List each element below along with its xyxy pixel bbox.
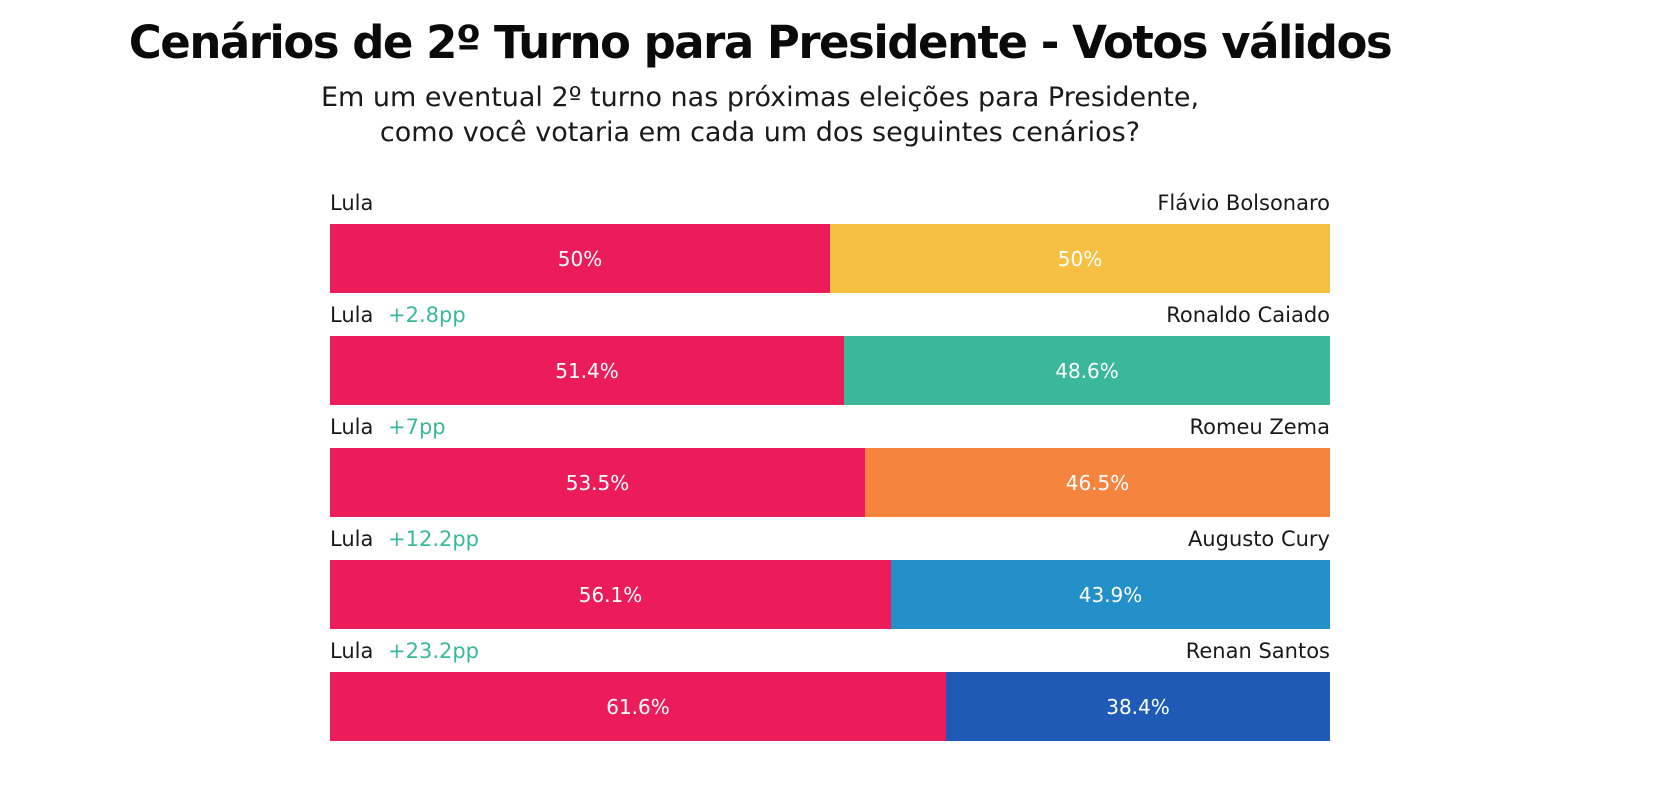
stacked-bar: 50% 50% (330, 224, 1330, 293)
left-candidate-name: Lula (330, 191, 374, 215)
scenario-labels: Lula +2.8pp Ronaldo Caiado (330, 302, 1330, 328)
right-bar-segment: 46.5% (865, 448, 1330, 517)
chart-title: Cenários de 2º Turno para Presidente - V… (128, 16, 1393, 69)
scenario-row: Lula +23.2pp Renan Santos 61.6% 38.4% (330, 638, 1330, 750)
right-value-label: 46.5% (1065, 470, 1130, 495)
stacked-bar: 53.5% 46.5% (330, 448, 1330, 517)
right-candidate-name: Romeu Zema (1189, 415, 1331, 439)
right-candidate-name: Renan Santos (1185, 639, 1330, 663)
right-value-label: 38.4% (1106, 694, 1170, 719)
left-value-label: 56.1% (578, 582, 643, 607)
left-value-label: 50% (557, 246, 603, 271)
scenario-row: Lula +12.2pp Augusto Cury 56.1% 43.9% (330, 526, 1330, 638)
left-candidate-name: Lula (330, 303, 374, 327)
subtitle-line-2: como você votaria em cada um dos seguint… (379, 117, 1141, 148)
scenario-labels: Lula +7pp Romeu Zema (330, 414, 1330, 440)
scenario-row: Lula Flávio Bolsonaro 50% 50% (330, 190, 1330, 302)
left-value-label: 51.4% (555, 358, 619, 383)
right-candidate-name: Flávio Bolsonaro (1157, 191, 1330, 215)
right-bar-segment: 50% (830, 224, 1330, 293)
left-candidate-name: Lula (330, 527, 374, 551)
right-bar-segment: 43.9% (891, 560, 1330, 629)
chart-subtitle: Em um eventual 2º turno nas próximas ele… (200, 80, 1320, 150)
scenario-labels: Lula +23.2pp Renan Santos (330, 638, 1330, 664)
stacked-bar: 56.1% 43.9% (330, 560, 1330, 629)
lead-delta-label: +2.8pp (388, 303, 466, 327)
right-candidate-name: Augusto Cury (1187, 527, 1330, 551)
right-candidate-name: Ronaldo Caiado (1166, 303, 1330, 327)
right-value-label: 48.6% (1055, 358, 1119, 383)
scenario-row: Lula +7pp Romeu Zema 53.5% 46.5% (330, 414, 1330, 526)
lead-delta-label: +12.2pp (388, 527, 480, 551)
right-bar-segment: 38.4% (946, 672, 1330, 741)
left-candidate-name: Lula (330, 415, 374, 439)
right-value-label: 43.9% (1078, 582, 1143, 607)
left-value-label: 53.5% (565, 470, 630, 495)
left-bar-segment: 53.5% (330, 448, 865, 517)
right-bar-segment: 48.6% (844, 336, 1330, 405)
scenario-labels: Lula +12.2pp Augusto Cury (330, 526, 1330, 552)
stacked-bar: 61.6% 38.4% (330, 672, 1330, 741)
scenario-row: Lula +2.8pp Ronaldo Caiado 51.4% 48.6% (330, 302, 1330, 414)
left-candidate-name: Lula (330, 639, 374, 663)
left-bar-segment: 61.6% (330, 672, 946, 741)
left-value-label: 61.6% (606, 694, 670, 719)
stacked-bar: 51.4% 48.6% (330, 336, 1330, 405)
lead-delta-label: +7pp (388, 415, 446, 439)
right-value-label: 50% (1057, 246, 1103, 271)
left-bar-segment: 50% (330, 224, 830, 293)
left-bar-segment: 51.4% (330, 336, 844, 405)
lead-delta-label: +23.2pp (388, 639, 480, 663)
subtitle-line-1: Em um eventual 2º turno nas próximas ele… (320, 82, 1200, 113)
scenario-labels: Lula Flávio Bolsonaro (330, 190, 1330, 216)
left-bar-segment: 56.1% (330, 560, 891, 629)
